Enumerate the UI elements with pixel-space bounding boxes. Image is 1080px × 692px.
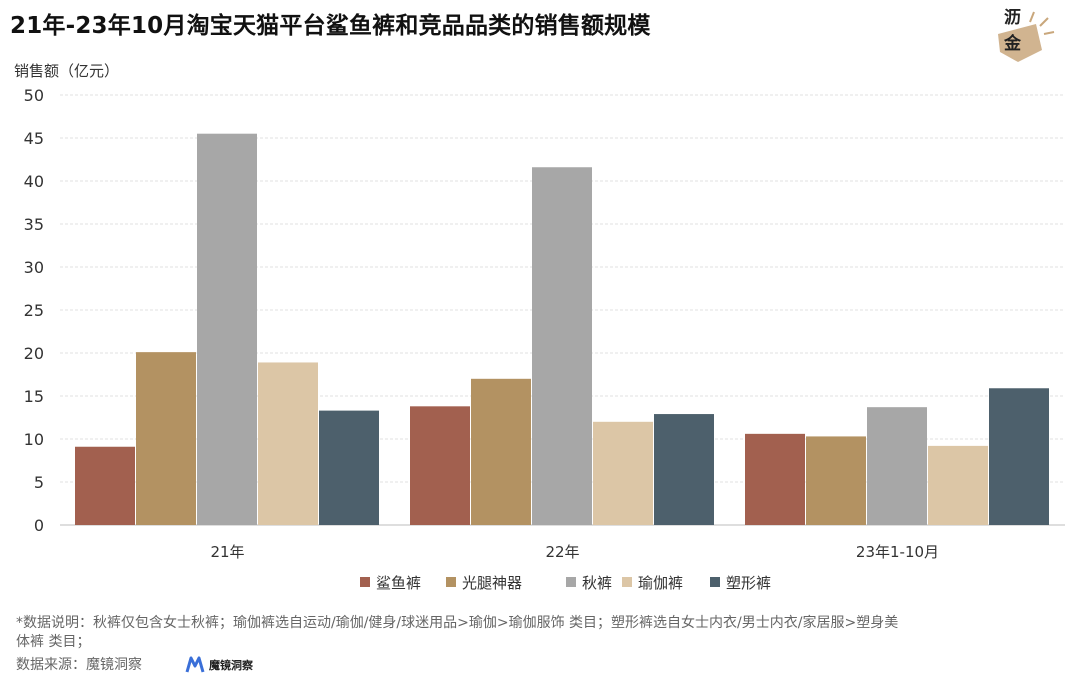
legend-label: 鲨鱼裤 xyxy=(376,574,421,592)
bar-鲨鱼裤-22年 xyxy=(410,406,470,525)
legend-swatch xyxy=(622,577,632,587)
legend-label: 光腿神器 xyxy=(462,574,522,592)
brand-logo xyxy=(998,11,1055,62)
logo-char-2: 金 xyxy=(1004,34,1021,54)
y-axis-label: 销售额（亿元） xyxy=(14,62,120,80)
y-tick-label: 25 xyxy=(24,301,44,320)
source-label: 数据来源：魔镜洞察 xyxy=(16,657,142,673)
y-tick-label: 30 xyxy=(24,258,44,277)
bar-鲨鱼裤-21年 xyxy=(75,446,135,525)
y-tick-label: 45 xyxy=(24,129,44,148)
y-tick-label: 40 xyxy=(24,172,44,191)
x-tick-label: 21年 xyxy=(210,543,244,561)
legend-swatch xyxy=(566,577,576,587)
legend-label: 瑜伽裤 xyxy=(638,574,683,592)
y-tick-label: 35 xyxy=(24,215,44,234)
bar-塑形裤-21年 xyxy=(319,410,379,525)
legend-label: 塑形裤 xyxy=(726,574,771,592)
x-tick-label: 23年1-10月 xyxy=(856,543,939,561)
bar-光腿神器-21年 xyxy=(136,352,196,525)
bar-秋裤-22年 xyxy=(532,167,592,526)
footnote-line-1: *数据说明：秋裤仅包含女士秋裤；瑜伽裤选自运动/瑜伽/健身/球迷用品>瑜伽>瑜伽… xyxy=(16,615,899,631)
logo-char-1: 沥 xyxy=(1004,8,1021,28)
bar-塑形裤-22年 xyxy=(654,414,714,525)
y-tick-label: 10 xyxy=(24,430,44,449)
bar-鲨鱼裤-23年1-10月 xyxy=(745,433,805,525)
y-tick-label: 0 xyxy=(34,516,44,535)
bar-秋裤-23年1-10月 xyxy=(867,407,927,525)
legend-swatch xyxy=(360,577,370,587)
bar-瑜伽裤-21年 xyxy=(258,362,318,525)
y-tick-label: 5 xyxy=(34,473,44,492)
legend-swatch xyxy=(446,577,456,587)
y-tick-label: 15 xyxy=(24,387,44,406)
bar-瑜伽裤-22年 xyxy=(593,421,653,525)
y-tick-label: 20 xyxy=(24,344,44,363)
bar-光腿神器-22年 xyxy=(471,378,531,525)
bar-光腿神器-23年1-10月 xyxy=(806,436,866,525)
footnote-line-2: 体裤 类目； xyxy=(16,634,91,650)
source-logo: 魔镜洞察 xyxy=(185,656,254,673)
legend-label: 秋裤 xyxy=(582,574,612,592)
source-logo-text: 魔镜洞察 xyxy=(209,658,254,672)
bar-瑜伽裤-23年1-10月 xyxy=(928,445,988,525)
y-tick-label: 50 xyxy=(24,86,44,105)
chart-title: 21年-23年10月淘宝天猫平台鲨鱼裤和竞品品类的销售额规模 xyxy=(10,13,651,39)
bar-塑形裤-23年1-10月 xyxy=(989,388,1049,525)
x-tick-label: 22年 xyxy=(545,543,579,561)
legend-swatch xyxy=(710,577,720,587)
bar-秋裤-21年 xyxy=(197,133,257,525)
